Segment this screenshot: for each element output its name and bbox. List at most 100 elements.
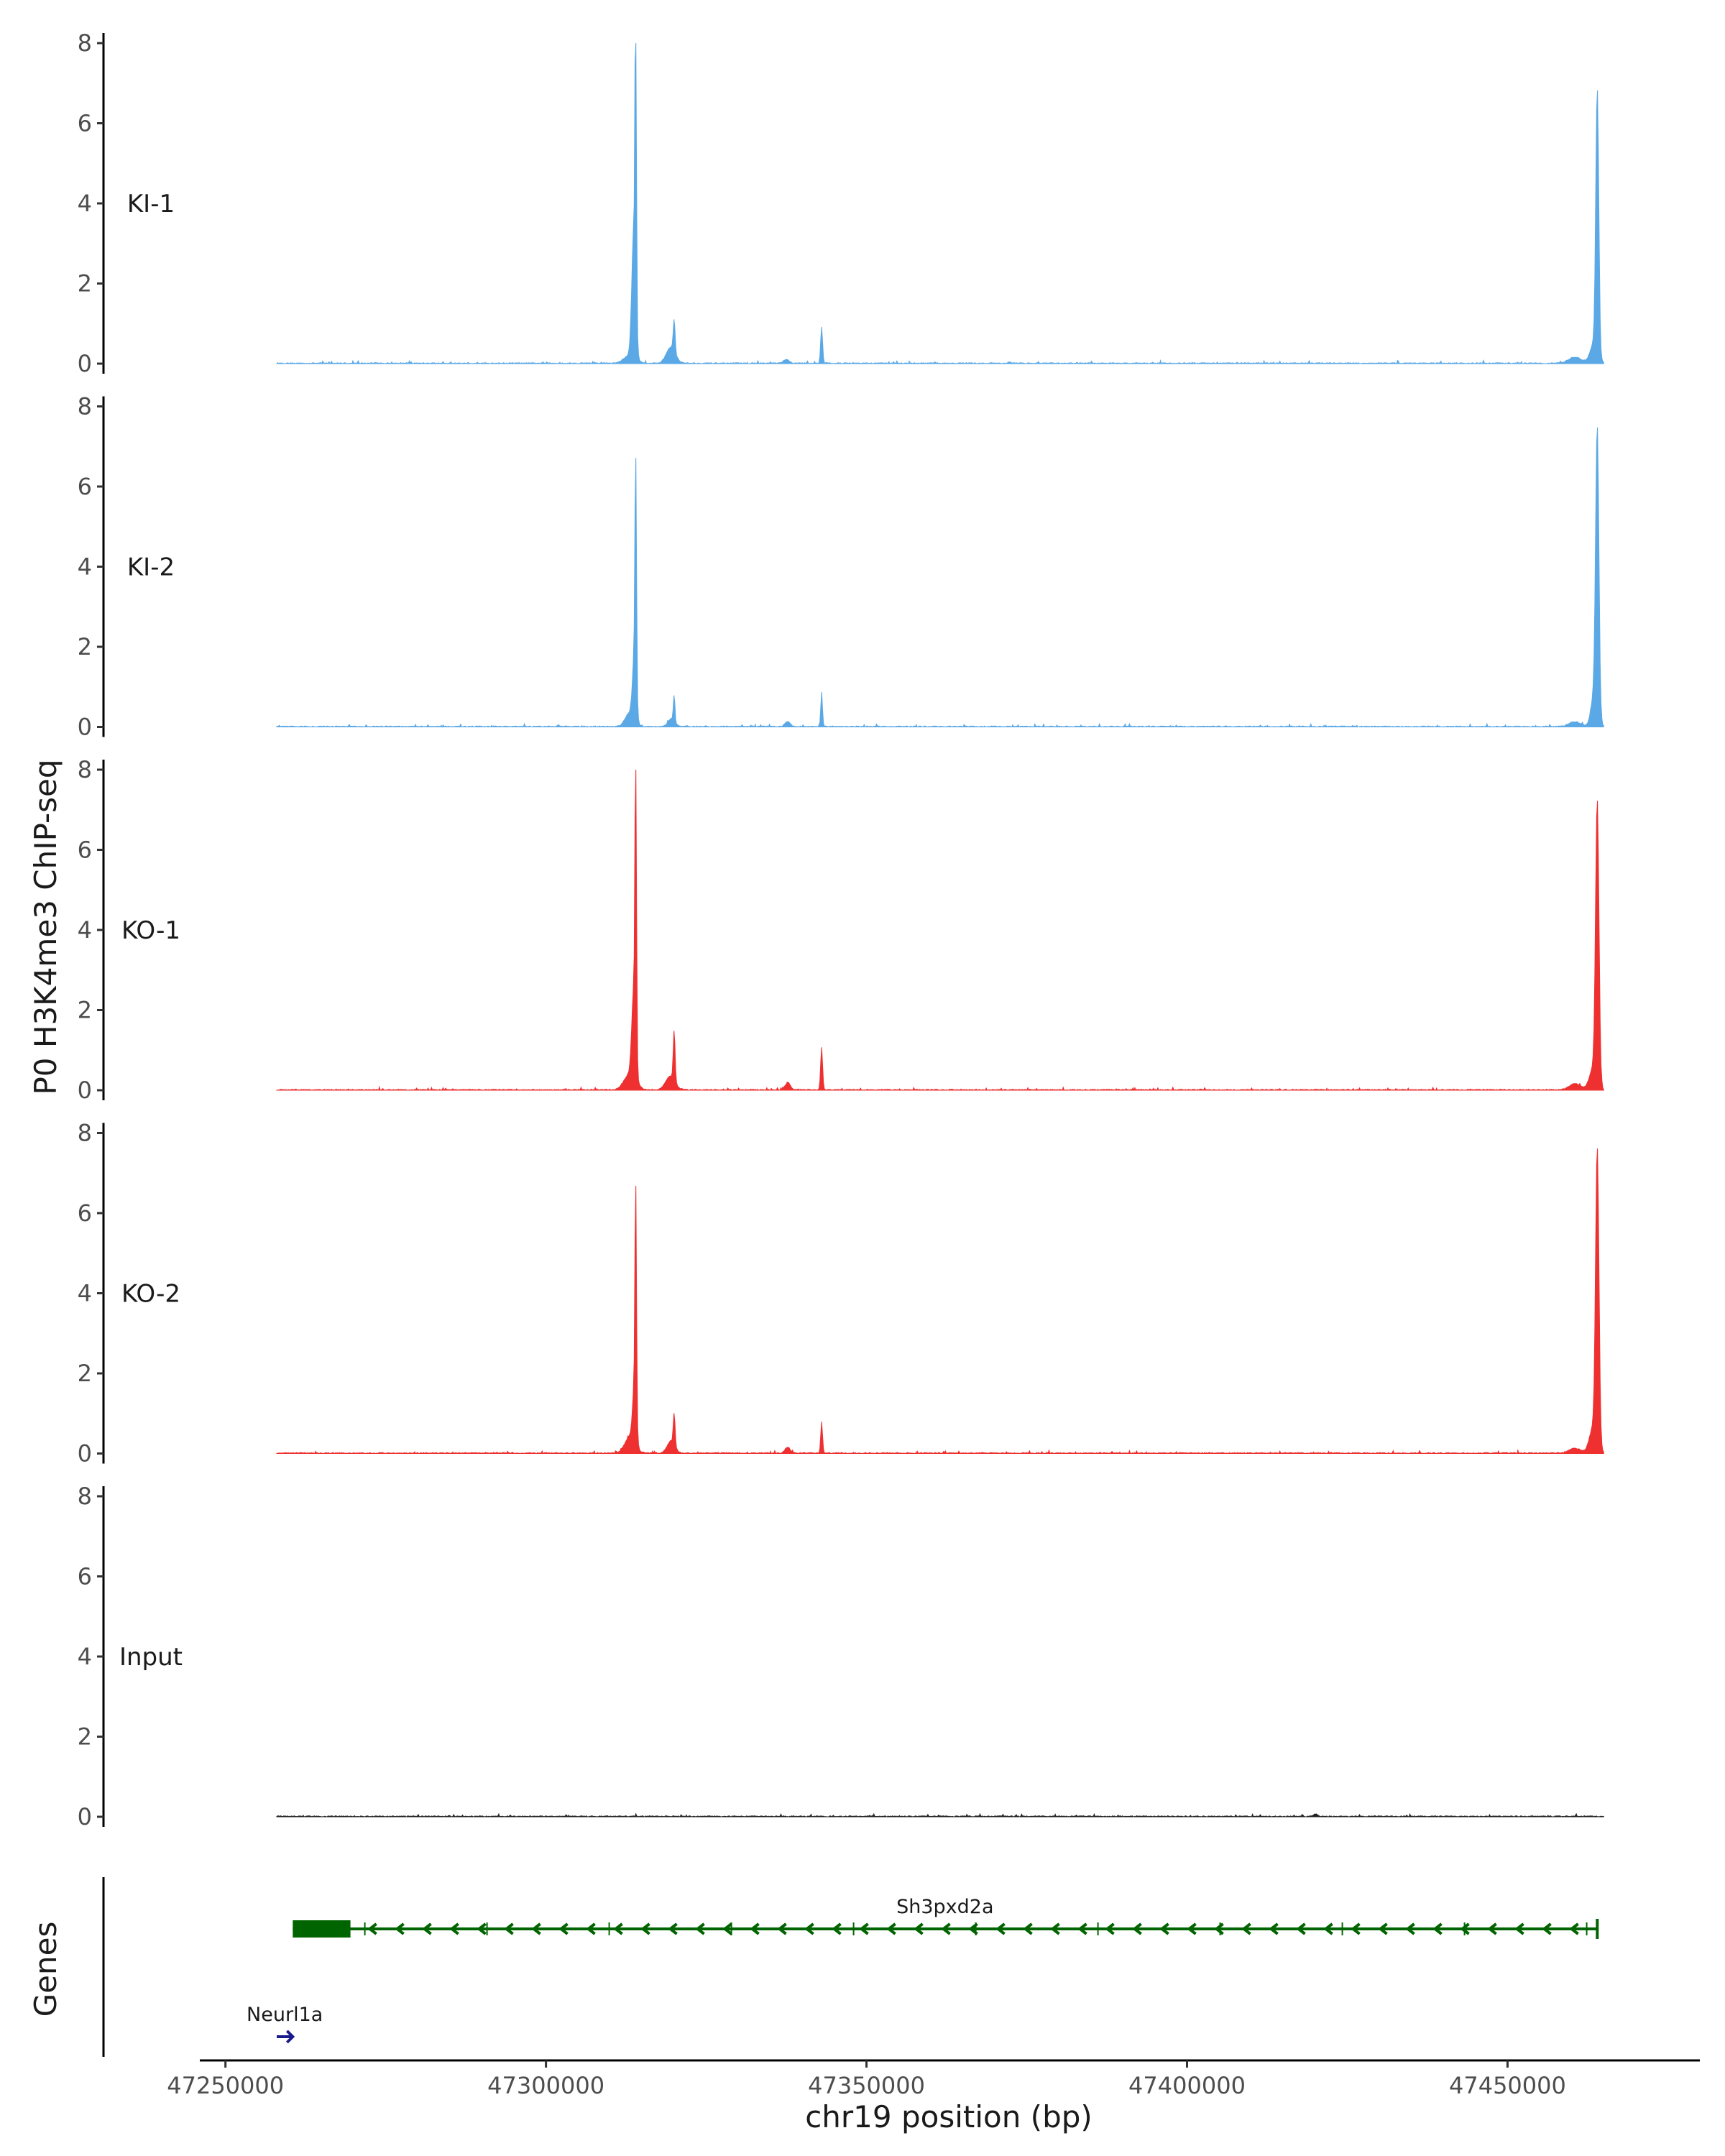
y-tick-label: 2 [78,633,92,660]
track-ki-2: 0 2 4 6 8 KI-2 [78,393,1604,741]
strand-chevron [1159,1922,1169,1935]
genes-axis-title: Genes [28,1922,63,2017]
exon-block [293,1920,351,1938]
strand-chevron [586,1922,596,1935]
y-tick-label: 4 [78,553,92,581]
x-tick-label: 47450000 [1449,2072,1566,2099]
signal-tracks: 0 2 4 6 8 KI-1 0 2 4 6 8 KI-2 0 2 4 6 8 KO-1 0 2 4 6 8 KO-2 0 2 4 6… [78,29,1604,1830]
strand-chevron [1323,1922,1333,1935]
x-axis-title: chr19 position (bp) [805,2099,1092,2134]
y-tick-label: 0 [78,1440,92,1468]
track-label: KI-1 [127,190,175,218]
strand-chevron [804,1922,814,1935]
signal-area [276,427,1604,728]
strand-chevron [367,1922,377,1935]
y-tick-label: 6 [78,473,92,500]
track-ko-1: 0 2 4 6 8 KO-1 [78,756,1604,1104]
strand-chevron [558,1922,569,1935]
strand-chevron [395,1922,405,1935]
strand-chevron [750,1922,760,1935]
strand-chevron [968,1922,978,1935]
strand-chevron [1351,1922,1361,1935]
y-tick-label: 4 [78,916,92,944]
strand-arrow [285,2030,295,2044]
x-tick-label: 47300000 [487,2072,604,2099]
gene-sh3pxd2a: Sh3pxd2a [293,1896,1599,1939]
y-tick-label: 0 [78,714,92,741]
strand-chevron [1514,1922,1524,1935]
y-tick-label: 4 [78,1280,92,1307]
strand-chevron [777,1922,787,1935]
track-input: 0 2 4 6 8 Input [78,1483,1604,1830]
gene-label: Neurl1a [247,2004,323,2026]
strand-chevron [1432,1922,1443,1935]
track-ko-2: 0 2 4 6 8 KO-2 [78,1120,1604,1468]
y-tick-label: 8 [78,1483,92,1510]
x-axis: 47250000 47300000 47350000 47400000 47450000 [167,2059,1700,2099]
strand-chevron [449,1922,459,1935]
y-tick-label: 6 [78,1199,92,1227]
strand-chevron [1460,1922,1470,1935]
x-tick-label: 47400000 [1128,2072,1246,2099]
strand-chevron [1269,1922,1279,1935]
strand-chevron [1187,1922,1197,1935]
y-tick-label: 2 [78,270,92,298]
y-tick-label: 8 [78,756,92,783]
strand-chevron [640,1922,650,1935]
gene-label: Sh3pxd2a [896,1896,993,1918]
strand-chevron [941,1922,951,1935]
x-tick-label: 47350000 [808,2072,925,2099]
signal-area [276,42,1604,364]
strand-chevron [1105,1922,1115,1935]
y-tick-label: 6 [78,1563,92,1590]
track-label: Input [119,1643,183,1672]
strand-chevron [1569,1922,1579,1935]
strand-chevron [1132,1922,1142,1935]
genes-panel: Sh3pxd2a Neurl1a [102,1877,1599,2057]
y-tick-label: 8 [78,29,92,57]
strand-chevron [832,1922,842,1935]
track-ki-1: 0 2 4 6 8 KI-1 [78,29,1604,377]
strand-chevron [613,1922,623,1935]
track-label: KO-2 [121,1280,180,1309]
strand-chevron [1378,1922,1388,1935]
strand-chevron [1296,1922,1306,1935]
strand-chevron [914,1922,924,1935]
strand-chevron [722,1922,732,1935]
signal-area [276,769,1604,1092]
x-tick-label: 47250000 [167,2072,284,2099]
strand-chevron [1487,1922,1497,1935]
strand-chevron [1542,1922,1552,1935]
strand-chevron [1405,1922,1415,1935]
strand-chevron [995,1922,1006,1935]
strand-chevron [695,1922,705,1935]
y-tick-label: 2 [78,997,92,1024]
track-label: KO-1 [121,916,180,945]
signal-area [276,1148,1604,1455]
strand-chevron [668,1922,678,1935]
strand-chevron [1050,1922,1060,1935]
y-tick-label: 6 [78,110,92,137]
gene-neurl1a: Neurl1a [247,2004,323,2044]
strand-chevron [531,1922,541,1935]
strand-chevron [1241,1922,1251,1935]
y-tick-label: 2 [78,1360,92,1387]
signal-area [276,1812,1604,1818]
y-tick-label: 0 [78,350,92,377]
y-tick-label: 0 [78,1077,92,1104]
strand-chevron [504,1922,514,1935]
y-axis-title: P0 H3K4me3 ChIP-seq [28,759,63,1095]
y-tick-label: 4 [78,1643,92,1670]
y-tick-label: 0 [78,1803,92,1830]
track-label: KI-2 [127,553,175,582]
strand-chevron [477,1922,487,1935]
strand-chevron [859,1922,869,1935]
y-tick-label: 8 [78,1120,92,1147]
y-tick-label: 6 [78,837,92,864]
y-tick-label: 4 [78,190,92,217]
strand-chevron [886,1922,896,1935]
strand-chevron [1023,1922,1033,1935]
y-tick-label: 2 [78,1723,92,1751]
strand-chevron [422,1922,432,1935]
